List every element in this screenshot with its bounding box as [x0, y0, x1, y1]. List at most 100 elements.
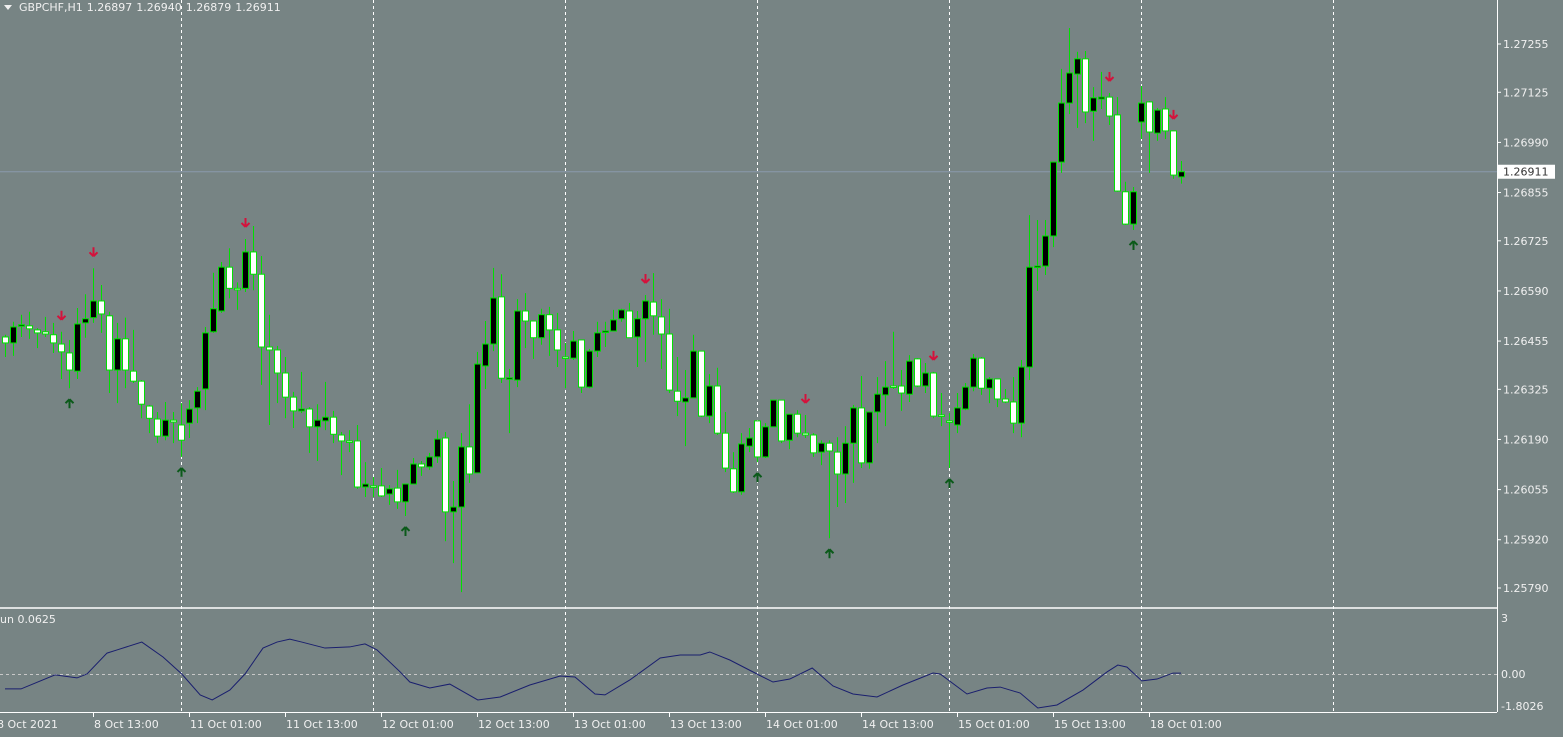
price-tick-label: 1.26190	[1503, 433, 1549, 446]
candle	[122, 317, 129, 389]
candle-body	[986, 378, 993, 389]
candle	[58, 331, 65, 379]
candle	[290, 391, 297, 428]
period-separators	[181, 0, 1334, 712]
candle-body	[946, 420, 953, 423]
candle-body	[26, 325, 33, 330]
candle	[474, 351, 481, 474]
candle	[1178, 160, 1185, 184]
candle	[978, 357, 985, 395]
candle-body	[106, 315, 113, 371]
candle	[1098, 71, 1105, 109]
candle-body	[698, 350, 705, 417]
candle-body	[922, 372, 929, 387]
candle-body	[450, 506, 457, 513]
indicator-axis-min: -1.8026	[1501, 700, 1543, 713]
time-tick-label: 12 Oct 01:00	[382, 718, 454, 731]
candle-body	[18, 324, 25, 327]
candle	[266, 314, 273, 425]
candle-body	[482, 343, 489, 367]
buy-arrow-up-icon	[400, 526, 411, 536]
candle-body	[258, 273, 265, 348]
buy-arrow-up-icon	[176, 467, 187, 477]
candle-body	[546, 314, 553, 331]
candle-body	[706, 385, 713, 417]
time-tick-label: 15 Oct 01:00	[958, 718, 1030, 731]
candle-body	[354, 440, 361, 488]
candle	[562, 342, 569, 389]
candle-body	[1074, 58, 1081, 75]
time-axis[interactable]: 8 Oct 2021 8 Oct 13:00 11 Oct 01:00 11 Oct …	[0, 712, 1222, 731]
candle-body	[738, 443, 745, 493]
candle	[1090, 87, 1097, 141]
candle	[226, 248, 233, 299]
candle-body	[114, 338, 121, 371]
candle-body	[1106, 96, 1113, 117]
sell-arrow-down-icon	[928, 350, 939, 361]
candle-body	[850, 407, 857, 444]
candle	[330, 410, 337, 444]
dropdown-triangle-icon[interactable]	[4, 5, 12, 10]
candle	[42, 316, 49, 337]
price-tick-label: 1.26590	[1503, 285, 1549, 298]
candle	[906, 355, 913, 402]
candle	[1170, 130, 1177, 179]
candle	[410, 458, 417, 485]
candle-body	[610, 319, 617, 332]
candle-body	[914, 358, 921, 387]
candle	[1146, 101, 1153, 173]
candle	[658, 299, 665, 369]
candle	[938, 393, 945, 427]
candle-body	[266, 346, 273, 351]
candle-body	[962, 386, 969, 410]
candle-body	[98, 300, 105, 315]
sell-arrow-down-icon	[88, 247, 99, 257]
candle	[1050, 161, 1057, 248]
candle	[1058, 68, 1065, 173]
candle	[1018, 360, 1025, 438]
candle	[858, 375, 865, 469]
candle	[130, 329, 137, 384]
candle-body	[1178, 171, 1185, 178]
price-axis[interactable]: 1.27255 1.27125 1.26990 1.26855 1.26725 1.265…	[1497, 38, 1549, 595]
candle-body	[1162, 108, 1169, 132]
candle-body	[146, 405, 153, 419]
candle-body	[194, 390, 201, 409]
candle	[1042, 220, 1049, 275]
candle-body	[498, 296, 505, 379]
candle-body	[386, 488, 393, 495]
candle	[2, 334, 9, 358]
candle-body	[802, 432, 809, 436]
candle-body	[626, 310, 633, 339]
candle	[690, 334, 697, 399]
candle	[682, 370, 689, 447]
candle	[66, 339, 73, 389]
candle-body	[690, 350, 697, 399]
candle-body	[298, 408, 305, 412]
candle	[650, 273, 657, 335]
candle	[514, 299, 521, 388]
candle-body	[1138, 102, 1145, 123]
candle	[1026, 215, 1033, 381]
candle	[322, 381, 329, 431]
candle	[618, 308, 625, 322]
time-tick-label: 8 Oct 13:00	[94, 718, 159, 731]
time-tick-label: 8 Oct 2021	[0, 718, 58, 731]
candle-body	[202, 332, 209, 390]
candle	[298, 371, 305, 414]
candle-body	[858, 407, 865, 464]
candle-body	[1082, 58, 1089, 113]
candle	[274, 345, 281, 404]
candle-body	[954, 407, 961, 426]
candle	[210, 272, 217, 333]
candle-body	[770, 399, 777, 428]
candle-body	[226, 266, 233, 289]
candle	[1002, 388, 1009, 404]
candle-body	[818, 442, 825, 453]
candle	[626, 302, 633, 339]
time-tick-label: 13 Oct 01:00	[574, 718, 646, 731]
candle	[154, 411, 161, 444]
sell-arrow-down-icon	[800, 393, 811, 404]
candle-body	[618, 309, 625, 320]
